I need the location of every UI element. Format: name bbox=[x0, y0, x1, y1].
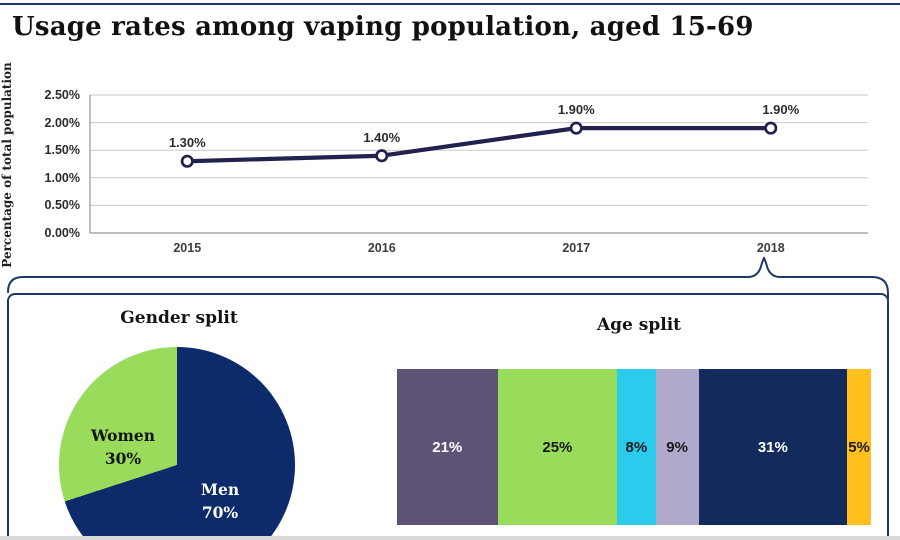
x-tick-label: 2015 bbox=[173, 241, 202, 255]
detail-panel: Gender split Women 30% Men 70% Age split… bbox=[7, 293, 889, 540]
age-stacked-bar: 21% 25% 8% 9% 31% 5% bbox=[397, 369, 871, 525]
pie-label-men: Men 70% bbox=[140, 478, 300, 524]
pie-label-men-value: 70% bbox=[201, 503, 239, 522]
data-point-2016 bbox=[375, 149, 389, 163]
y-tick-label: 0.50% bbox=[44, 198, 80, 213]
usage-line-chart: Percentage of total population 2.50% 2.00… bbox=[0, 62, 868, 268]
bar-segment-8pct: 8% bbox=[617, 369, 656, 525]
pie-label-women: Women 30% bbox=[43, 424, 203, 470]
usage-series-line bbox=[187, 126, 771, 164]
data-point-2017 bbox=[569, 121, 583, 135]
data-label-2017: 1.90% bbox=[557, 102, 595, 118]
age-chart-title: Age split bbox=[596, 315, 682, 335]
bar-segment-5pct: 5% bbox=[847, 369, 871, 525]
page-title: Usage rates among vaping population, age… bbox=[12, 12, 754, 42]
bar-segment-21pct: 21% bbox=[397, 369, 498, 525]
bar-segment-9pct: 9% bbox=[655, 369, 699, 525]
y-tick-label: 1.50% bbox=[44, 143, 80, 158]
y-tick-label: 0.00% bbox=[44, 226, 80, 240]
y-tick-label: 2.00% bbox=[44, 115, 80, 130]
data-label-2016: 1.40% bbox=[363, 129, 401, 145]
data-point-2015 bbox=[180, 154, 194, 168]
gender-pie-chart bbox=[59, 347, 295, 540]
y-tick-label: 1.00% bbox=[44, 170, 80, 185]
bar-segment-25pct: 25% bbox=[497, 369, 618, 525]
x-tick-label: 2017 bbox=[562, 241, 591, 255]
data-label-2015: 1.30% bbox=[168, 135, 206, 151]
bottom-edge bbox=[0, 536, 900, 540]
y-axis-title: Percentage of total population bbox=[0, 62, 14, 268]
line-chart-plot bbox=[89, 94, 868, 234]
pie-label-men-name: Men bbox=[200, 480, 240, 499]
top-border-rule bbox=[0, 3, 900, 5]
bar-segment-31pct: 31% bbox=[698, 369, 848, 525]
x-tick-label: 2016 bbox=[367, 241, 396, 255]
gender-chart-title: Gender split bbox=[120, 308, 238, 328]
pie-label-women-name: Women bbox=[90, 426, 155, 445]
y-tick-label: 2.50% bbox=[44, 88, 80, 102]
x-tick-label: 2018 bbox=[756, 241, 785, 255]
data-point-2018 bbox=[764, 121, 778, 135]
pie-label-women-value: 30% bbox=[104, 449, 142, 468]
data-label-2018: 1.90% bbox=[762, 102, 800, 118]
